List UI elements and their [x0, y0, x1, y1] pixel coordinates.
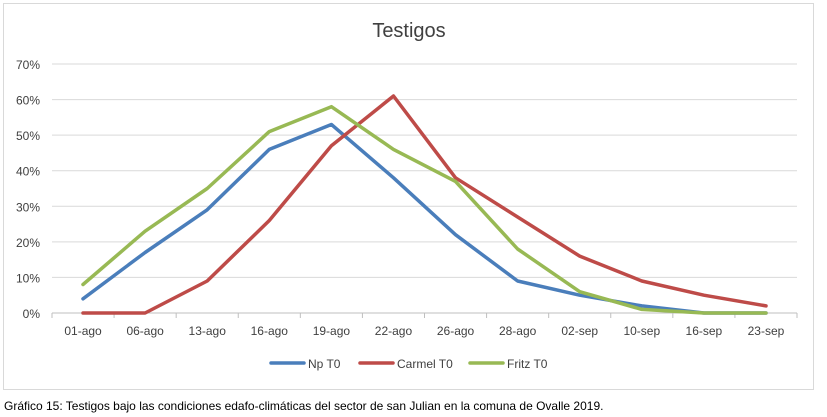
x-tick-label: 06-ago: [126, 324, 164, 338]
x-tick-label: 01-ago: [64, 324, 102, 338]
y-tick-label: 30%: [16, 200, 40, 214]
x-tick-label: 16-sep: [686, 324, 723, 338]
legend-label-fritz-t0: Fritz T0: [507, 357, 548, 371]
legend-label-carmel-t0: Carmel T0: [397, 357, 453, 371]
y-tick-label: 40%: [16, 165, 40, 179]
x-tick-label: 16-ago: [251, 324, 289, 338]
series-line-fritz-t0: [81, 104, 768, 315]
y-tick-label: 70%: [16, 58, 40, 72]
gridlines: [52, 63, 797, 314]
y-tick-label: 0%: [23, 307, 41, 321]
series-line-np-t0: [81, 122, 768, 315]
legend-label-np-t0: Np T0: [308, 357, 341, 371]
x-tick-label: 19-ago: [313, 324, 351, 338]
x-tick-label: 22-ago: [375, 324, 413, 338]
series-line-carmel-t0: [81, 94, 768, 315]
x-tick-label: 02-sep: [561, 324, 598, 338]
y-axis-ticks: 0% 10% 20% 30% 40% 50% 60% 70%: [16, 58, 40, 321]
line-chart: Testigos 0%10%20%30%40%50%60%70% 01-ago 0…: [16, 20, 798, 371]
figure-caption: Gráfico 15: Testigos bajo las condicione…: [4, 399, 604, 413]
chart-frame: [3, 3, 814, 390]
x-tick-label: 23-sep: [748, 324, 785, 338]
x-axis-ticks: 01-ago 06-ago 13-ago 16-ago 19-ago 22-ago 26-a…: [51, 313, 798, 338]
chart-title: Testigos: [372, 20, 445, 42]
y-tick-label: 50%: [16, 129, 40, 143]
series-lines: [81, 94, 768, 315]
x-tick-label: 26-ago: [437, 324, 475, 338]
y-tick-label: 10%: [16, 271, 40, 285]
y-tick-label: 20%: [16, 236, 40, 250]
x-tick-label: 13-ago: [189, 324, 227, 338]
x-tick-label: 28-ago: [499, 324, 537, 338]
legend: Np T0 Carmel T0 Fritz T0: [269, 357, 548, 371]
y-tick-label: 60%: [16, 94, 40, 108]
x-tick-label: 10-sep: [623, 324, 660, 338]
